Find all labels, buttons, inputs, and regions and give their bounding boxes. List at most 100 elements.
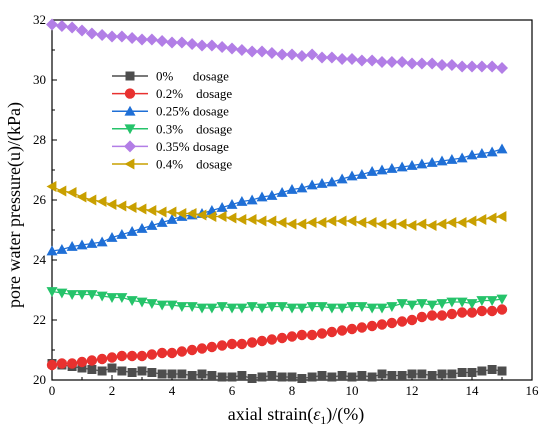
data-point (346, 302, 358, 312)
legend-label: 0.2% dosage (156, 86, 232, 101)
data-point (196, 209, 207, 221)
data-point (496, 211, 507, 222)
data-point (246, 302, 258, 312)
data-point (447, 369, 457, 379)
data-point (115, 30, 128, 43)
data-point (126, 350, 138, 362)
data-point (145, 33, 158, 46)
data-point (356, 169, 368, 179)
data-point (236, 196, 248, 206)
legend-item: 0.25% dosage (112, 104, 229, 119)
data-point (77, 363, 87, 373)
data-point (346, 323, 358, 335)
data-point (497, 366, 507, 376)
data-point (386, 317, 398, 329)
data-point (417, 369, 427, 379)
data-point (197, 369, 207, 379)
x-tick-label: 6 (229, 383, 236, 398)
data-point (126, 32, 139, 44)
data-point (276, 217, 287, 228)
data-point (266, 302, 278, 312)
data-point (136, 297, 148, 308)
data-point (157, 369, 167, 379)
x-tick-label: 16 (526, 383, 540, 398)
data-point (396, 316, 408, 327)
y-tick-label: 32 (33, 12, 46, 27)
data-point (86, 238, 98, 248)
data-point (306, 329, 318, 341)
data-point (466, 149, 478, 160)
data-point (96, 353, 108, 365)
data-point (96, 291, 108, 302)
data-point (175, 36, 188, 49)
data-point (387, 371, 397, 380)
data-point (66, 241, 78, 251)
data-point (176, 346, 188, 357)
legend-label: 0.35% dosage (156, 139, 229, 154)
data-point (496, 294, 508, 305)
x-tick-label: 0 (49, 383, 56, 398)
data-point (206, 303, 218, 314)
data-point (496, 304, 508, 315)
data-point (386, 218, 397, 230)
data-point (246, 337, 258, 348)
data-point (426, 310, 438, 321)
data-point (206, 211, 217, 222)
data-point (216, 202, 228, 212)
legend-item: 0.4% dosage (112, 157, 232, 172)
data-point (456, 152, 468, 163)
data-point (116, 293, 128, 303)
data-point (476, 148, 488, 158)
data-point (235, 44, 248, 56)
data-point (336, 325, 348, 336)
legend-item: 0.35% dosage (112, 139, 229, 154)
legend-marker (124, 105, 136, 116)
data-point (66, 290, 78, 300)
data-point (116, 229, 128, 239)
data-point (436, 299, 448, 309)
data-point (286, 184, 298, 194)
data-point (467, 368, 477, 377)
data-point (296, 218, 307, 230)
data-point (306, 48, 319, 61)
data-point (226, 338, 238, 350)
data-point (186, 208, 197, 219)
data-point (346, 215, 357, 227)
data-point (236, 338, 248, 350)
data-point (76, 24, 88, 37)
data-point (46, 359, 58, 371)
data-point (265, 47, 278, 59)
data-point (187, 371, 197, 380)
data-point (206, 341, 218, 353)
data-point (406, 314, 418, 326)
data-point (136, 350, 148, 362)
data-point (156, 217, 168, 227)
data-point (426, 220, 437, 231)
data-point (286, 303, 298, 314)
data-point (326, 303, 338, 314)
data-point (356, 322, 368, 333)
data-point (137, 366, 147, 376)
data-point (396, 56, 409, 68)
data-point (385, 56, 398, 68)
data-point (106, 293, 118, 303)
y-tick-label: 22 (33, 312, 46, 327)
data-point (216, 211, 227, 222)
data-point (126, 226, 138, 236)
data-point (266, 190, 278, 200)
data-point (456, 307, 468, 318)
data-point (296, 329, 308, 341)
data-point (317, 371, 327, 380)
series-line (51, 185, 503, 227)
plot-border (51, 19, 533, 381)
data-point (366, 54, 379, 67)
x-axis-label-subscript: 1 (320, 413, 326, 427)
data-point (336, 215, 347, 227)
data-point (406, 160, 418, 170)
y-axis-ticks: 20 22 24 26 28 30 32 (33, 12, 57, 387)
data-point (186, 344, 198, 356)
series-line (51, 148, 503, 252)
data-point (327, 372, 337, 382)
data-point (86, 290, 98, 300)
